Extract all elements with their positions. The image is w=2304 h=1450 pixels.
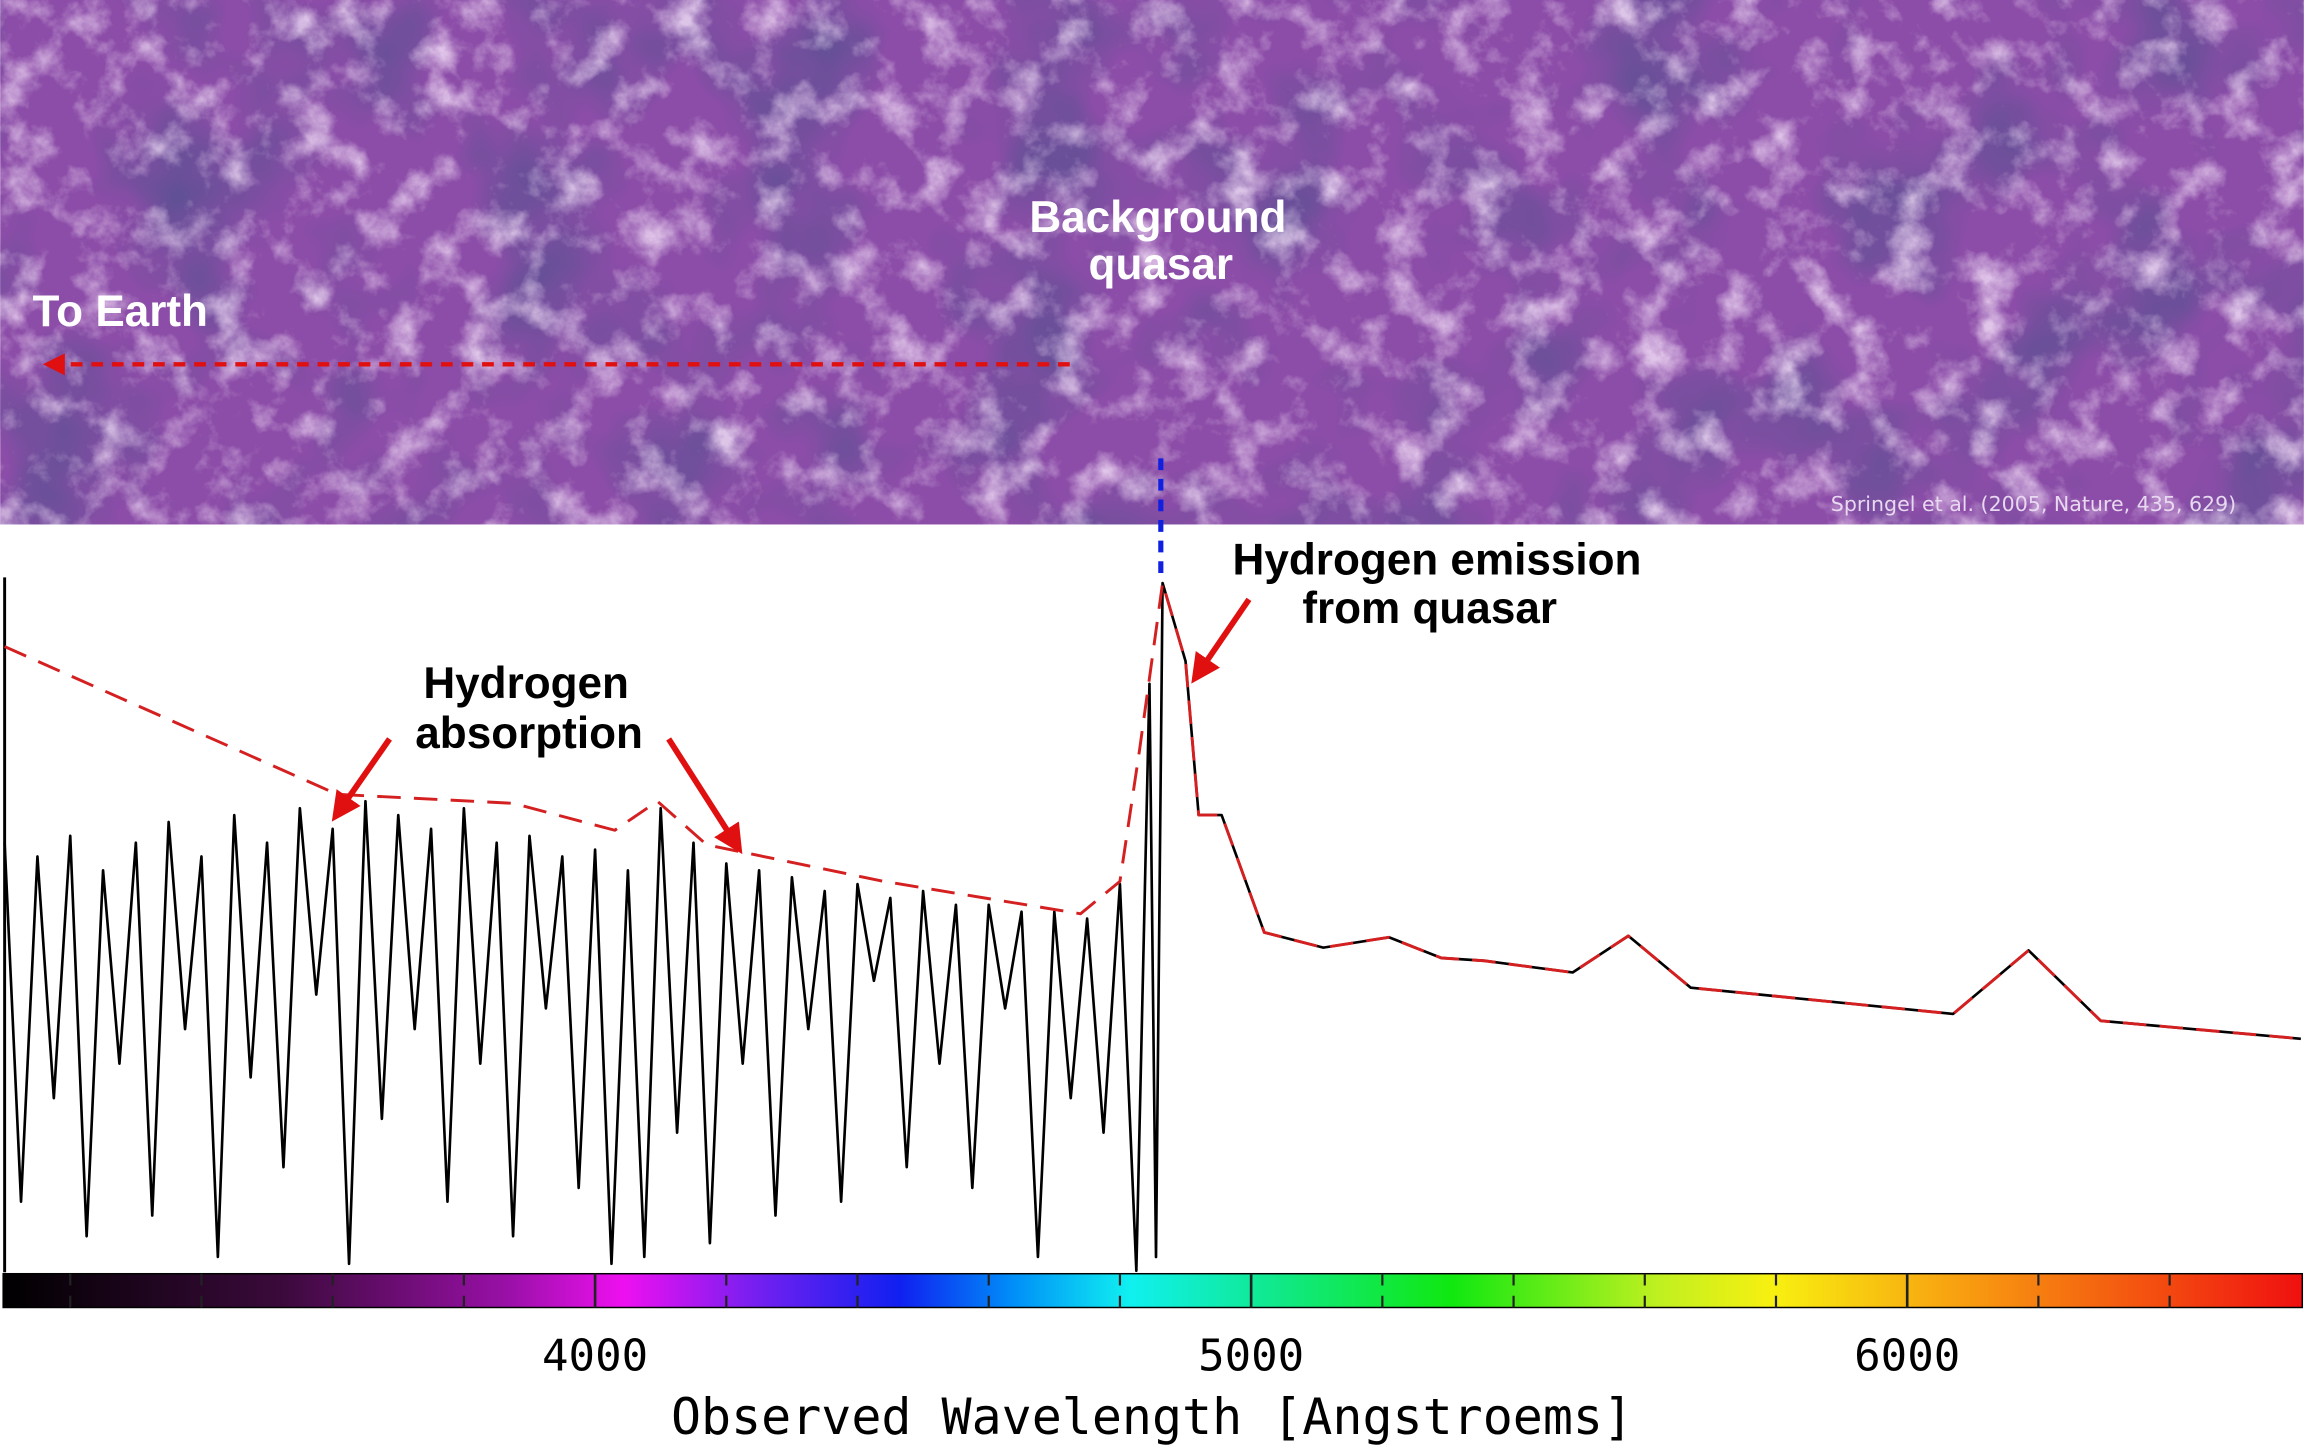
annotation: Hydrogen xyxy=(423,659,629,708)
annotation: Hydrogen emission xyxy=(1233,535,1642,584)
continuum-line xyxy=(4,581,2301,1041)
simulation-image xyxy=(0,0,2304,525)
x-tick-label: 6000 xyxy=(1854,1331,1960,1382)
annotation: from quasar xyxy=(1302,584,1557,633)
annotation-arrow xyxy=(666,737,743,855)
x-tick-label: 4000 xyxy=(542,1331,648,1382)
x-tick-label: 5000 xyxy=(1198,1331,1304,1382)
quasar-label: quasar xyxy=(1089,240,1234,289)
annotation: absorption xyxy=(415,709,643,758)
plot-area xyxy=(3,581,2301,1273)
spectrum-line xyxy=(3,581,2301,1273)
quasar-label: Background xyxy=(1029,193,1286,242)
annotation-arrow xyxy=(1191,597,1252,684)
annotation-arrow xyxy=(331,737,392,822)
credit: Springel et al. (2005, Nature, 435, 629) xyxy=(1831,492,2236,516)
x-axis-title: Observed Wavelength [Angstroems] xyxy=(671,1388,1633,1446)
color-bar xyxy=(2,1272,2304,1309)
earth-label: To Earth xyxy=(33,287,208,336)
